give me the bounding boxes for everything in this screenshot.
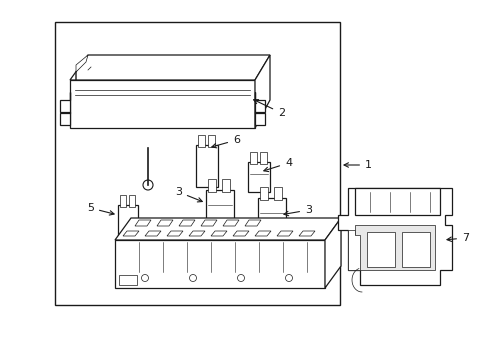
Polygon shape [254, 112, 264, 125]
Polygon shape [76, 55, 88, 80]
Polygon shape [210, 231, 226, 236]
Polygon shape [258, 198, 285, 233]
Polygon shape [254, 55, 269, 128]
Polygon shape [60, 92, 70, 112]
Polygon shape [115, 218, 340, 240]
Polygon shape [354, 225, 434, 270]
Text: 6: 6 [211, 135, 240, 148]
Polygon shape [354, 188, 439, 215]
Text: 5: 5 [87, 203, 114, 215]
Polygon shape [254, 92, 264, 112]
Polygon shape [129, 195, 135, 207]
Polygon shape [70, 80, 254, 128]
Polygon shape [135, 220, 151, 226]
Text: 4: 4 [264, 158, 291, 172]
Polygon shape [244, 220, 261, 226]
Polygon shape [325, 218, 340, 288]
Text: 7: 7 [446, 233, 468, 243]
Text: 2: 2 [253, 100, 285, 118]
Polygon shape [276, 231, 292, 236]
Polygon shape [249, 152, 257, 164]
Polygon shape [366, 232, 394, 267]
Polygon shape [120, 195, 126, 207]
Polygon shape [207, 135, 215, 147]
Polygon shape [179, 220, 195, 226]
Polygon shape [260, 187, 267, 200]
Polygon shape [145, 231, 161, 236]
Polygon shape [119, 275, 137, 285]
Polygon shape [157, 220, 173, 226]
Polygon shape [401, 232, 429, 267]
Polygon shape [189, 231, 204, 236]
Polygon shape [337, 188, 451, 285]
Polygon shape [273, 187, 282, 200]
Polygon shape [201, 220, 217, 226]
Polygon shape [347, 230, 359, 270]
Polygon shape [260, 152, 266, 164]
Polygon shape [60, 112, 70, 125]
Polygon shape [222, 179, 229, 192]
Polygon shape [223, 220, 239, 226]
Polygon shape [298, 231, 314, 236]
Text: 3: 3 [175, 187, 202, 202]
Polygon shape [205, 190, 234, 225]
Polygon shape [207, 179, 216, 192]
Polygon shape [55, 22, 339, 305]
Text: 3: 3 [284, 205, 311, 216]
Polygon shape [167, 231, 183, 236]
Polygon shape [70, 55, 269, 80]
Polygon shape [196, 145, 218, 187]
Polygon shape [247, 162, 269, 192]
Polygon shape [198, 135, 204, 147]
Polygon shape [254, 231, 270, 236]
Polygon shape [232, 231, 248, 236]
Text: 1: 1 [344, 160, 371, 170]
Polygon shape [118, 205, 138, 237]
Polygon shape [115, 240, 325, 288]
Polygon shape [123, 231, 139, 236]
